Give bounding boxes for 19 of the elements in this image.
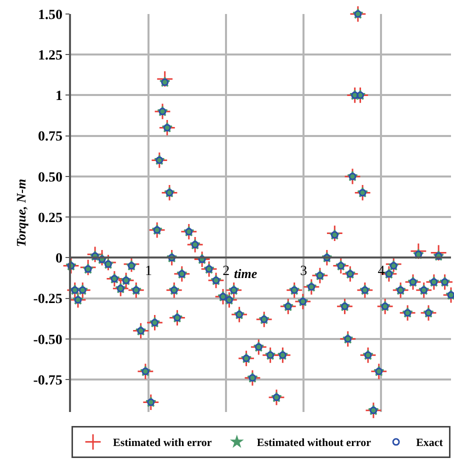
y-tick-label: 0.50 — [38, 170, 62, 186]
legend-label: Exact — [416, 437, 444, 450]
y-tick-label: 0 — [55, 252, 62, 267]
y-tick-label: 1.25 — [38, 48, 62, 64]
y-tick-label: -0.50 — [33, 332, 62, 348]
x-tick-label: 3 — [300, 264, 308, 280]
y-tick-label: 0.75 — [38, 130, 62, 145]
legend-label: Estimated with error — [113, 437, 212, 450]
y-tick-label: 1.50 — [38, 8, 62, 23]
x-tick-label: 2 — [222, 264, 230, 280]
x-tick-label: 1 — [145, 264, 152, 280]
x-axis-title: time — [234, 266, 258, 281]
y-tick-label: -0.75 — [33, 373, 62, 388]
y-tick-label: -0.25 — [33, 292, 62, 308]
x-tick-label: 4 — [378, 264, 385, 280]
y-tick-label: 1 — [55, 89, 62, 104]
y-tick-label: 0.25 — [38, 210, 62, 226]
y-axis-title: Torque, N-m — [14, 178, 29, 248]
legend-label: Estimated without error — [256, 437, 372, 450]
